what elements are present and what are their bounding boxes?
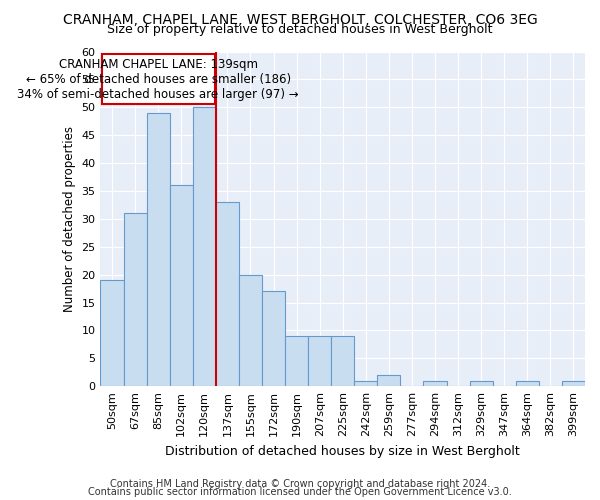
Bar: [124, 214, 146, 386]
Bar: [100, 280, 124, 386]
Text: CRANHAM CHAPEL LANE: 139sqm
← 65% of detached houses are smaller (186)
34% of se: CRANHAM CHAPEL LANE: 139sqm ← 65% of det…: [17, 58, 299, 101]
Bar: [193, 108, 216, 386]
Bar: [354, 380, 377, 386]
X-axis label: Distribution of detached houses by size in West Bergholt: Distribution of detached houses by size …: [166, 444, 520, 458]
Bar: [262, 292, 285, 386]
Bar: [562, 380, 585, 386]
Text: Contains public sector information licensed under the Open Government Licence v3: Contains public sector information licen…: [88, 487, 512, 497]
Text: CRANHAM, CHAPEL LANE, WEST BERGHOLT, COLCHESTER, CO6 3EG: CRANHAM, CHAPEL LANE, WEST BERGHOLT, COL…: [62, 12, 538, 26]
Bar: [216, 202, 239, 386]
Bar: [424, 380, 446, 386]
Bar: [285, 336, 308, 386]
Bar: [170, 186, 193, 386]
Bar: [101, 54, 215, 104]
Bar: [470, 380, 493, 386]
Bar: [239, 274, 262, 386]
Text: Contains HM Land Registry data © Crown copyright and database right 2024.: Contains HM Land Registry data © Crown c…: [110, 479, 490, 489]
Text: Size of property relative to detached houses in West Bergholt: Size of property relative to detached ho…: [107, 22, 493, 36]
Bar: [377, 375, 400, 386]
Bar: [308, 336, 331, 386]
Bar: [146, 113, 170, 386]
Bar: [516, 380, 539, 386]
Y-axis label: Number of detached properties: Number of detached properties: [63, 126, 76, 312]
Bar: [331, 336, 354, 386]
